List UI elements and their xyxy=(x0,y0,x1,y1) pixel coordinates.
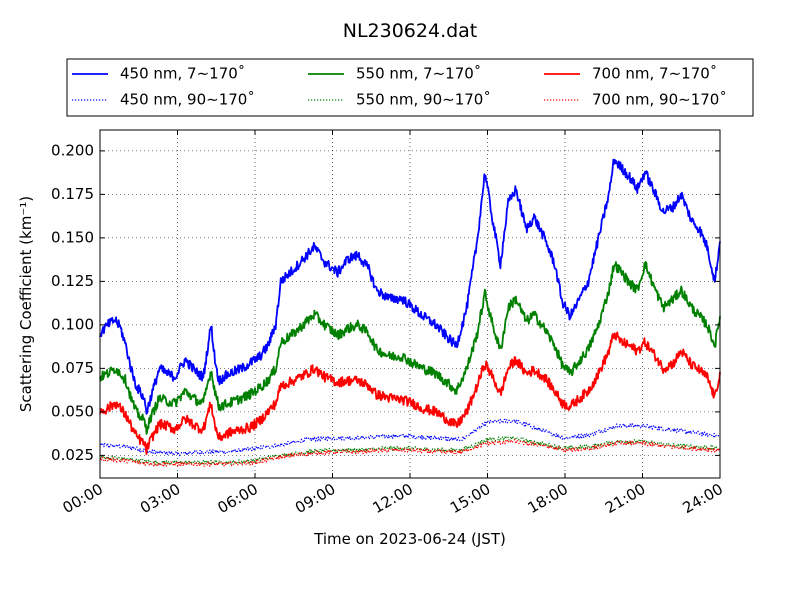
series-line-5 xyxy=(99,438,721,467)
y-axis: 0.025 0.050 0.075 0.100 0.125 0.150 0.175 0.200 xyxy=(51,141,720,464)
legend-label-1: 550 nm, 7∼170˚ xyxy=(356,65,481,83)
y-tick-label: 0.175 xyxy=(51,185,94,203)
y-axis-label: Scattering Coefficient (km⁻¹) xyxy=(17,196,35,412)
y-tick-label: 0.025 xyxy=(51,446,94,464)
series-layer xyxy=(99,158,721,467)
y-tick-label: 0.100 xyxy=(51,315,94,333)
legend: 450 nm, 7∼170˚ 550 nm, 7∼170˚ 700 nm, 7∼17… xyxy=(66,58,754,117)
legend-box xyxy=(66,58,754,117)
legend-label-4: 550 nm, 90∼170˚ xyxy=(356,91,491,109)
series-line-0 xyxy=(99,158,721,415)
y-tick-label: 0.150 xyxy=(51,228,94,246)
x-axis-label: Time on 2023-06-24 (JST) xyxy=(313,530,506,548)
chart-grid xyxy=(99,130,721,478)
y-tick-label: 0.125 xyxy=(51,272,94,290)
legend-label-2: 700 nm, 7∼170˚ xyxy=(592,65,717,83)
y-tick-label: 0.200 xyxy=(51,141,94,159)
y-tick-label: 0.075 xyxy=(51,359,94,377)
legend-label-0: 450 nm, 7∼170˚ xyxy=(120,65,245,83)
series-line-3 xyxy=(99,418,721,457)
y-tick-label: 0.050 xyxy=(51,402,94,420)
series-line-2 xyxy=(99,331,721,455)
legend-label-3: 450 nm, 90∼170˚ xyxy=(120,91,255,109)
chart-title: NL230624.dat xyxy=(343,20,478,42)
series-line-1 xyxy=(99,261,721,435)
legend-label-5: 700 nm, 90∼170˚ xyxy=(592,91,727,109)
